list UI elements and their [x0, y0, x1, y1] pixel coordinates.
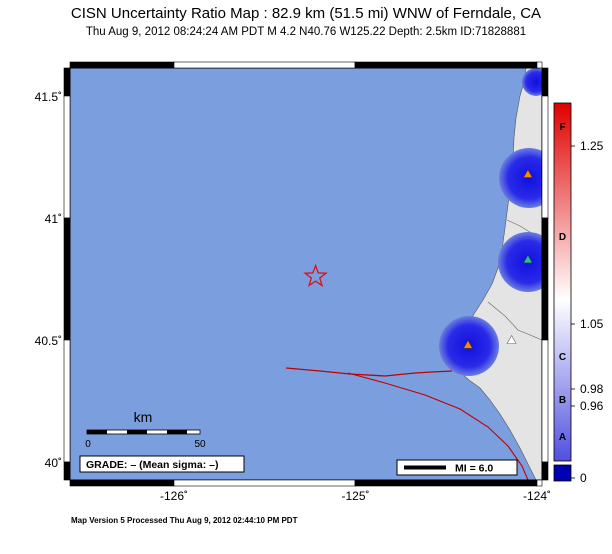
river-2 — [487, 301, 542, 341]
frame-segment-top — [354, 61, 538, 69]
frame-segment-top — [69, 61, 175, 69]
lon-tick-label: -124˚ — [523, 489, 551, 503]
station-triangle — [522, 254, 533, 264]
station-triangle — [506, 334, 517, 344]
colorbar-value: 1.25 — [580, 139, 604, 153]
map-area — [70, 68, 542, 480]
colorbar-letter: F — [559, 122, 565, 133]
fault-mendocino-2 — [347, 372, 529, 480]
epicenter-star — [303, 263, 328, 288]
frame-segment-right — [541, 217, 549, 341]
map-frame-ticks — [63, 61, 549, 487]
lat-tick-label: 41.5˚ — [35, 90, 62, 104]
colorbar-letter: B — [559, 395, 566, 406]
colorbar: F D C B A 1.25 1.05 0.98 0.96 0 — [553, 102, 604, 485]
colorbar-value: 0.98 — [580, 382, 604, 396]
frame-segment-right — [541, 339, 549, 463]
colorbar-letter: D — [559, 232, 566, 243]
scale-bar-start: 0 — [85, 439, 91, 450]
mi-box — [396, 459, 518, 476]
map-overlay — [303, 168, 533, 349]
colorbar-value: 0.96 — [580, 399, 604, 413]
colorbar-letter: C — [559, 352, 566, 363]
frame-segment-bottom — [536, 479, 543, 487]
scale-bar: km 0 50 — [85, 409, 206, 450]
mi-text: MI = 6.0 — [455, 463, 493, 475]
frame-segment-left — [63, 95, 71, 219]
station-coverage-north — [522, 68, 542, 96]
colorbar-value: 0 — [580, 471, 587, 485]
axis-labels: 41.5˚ 41˚ 40.5˚ 40˚ -126˚ -125˚ -124˚ — [35, 90, 551, 503]
frame-segment-left — [63, 461, 71, 481]
lon-tick-label: -125˚ — [341, 489, 369, 503]
station-coverage-1 — [499, 148, 542, 208]
lat-tick-label: 40˚ — [45, 456, 62, 470]
station-coverage-2 — [498, 232, 542, 292]
colorbar-gradient — [553, 102, 572, 462]
station-triangle — [463, 339, 474, 349]
frame-segment-right — [541, 95, 549, 219]
grade-box — [79, 455, 245, 473]
frame-segment-top — [536, 61, 543, 69]
lat-tick-label: 40.5˚ — [35, 334, 62, 348]
colorbar-swatch — [553, 464, 572, 482]
station-triangle — [522, 168, 533, 178]
frame-segment-right — [541, 67, 549, 97]
frame-segment-bottom — [173, 479, 356, 487]
grade-text: GRADE: – (Mean sigma: –) — [86, 459, 218, 471]
frame-segment-right — [541, 461, 549, 481]
frame-segment-top — [173, 61, 356, 69]
fault-mendocino — [285, 367, 453, 377]
scale-bar-label: km — [134, 409, 153, 425]
frame-segment-left — [63, 339, 71, 463]
map-footer: Map Version 5 Processed Thu Aug 9, 2012 … — [71, 516, 298, 525]
colorbar-value: 1.05 — [580, 317, 604, 331]
lat-tick-label: 41˚ — [45, 212, 62, 226]
frame-segment-left — [63, 217, 71, 341]
frame-segment-bottom — [354, 479, 538, 487]
scale-bar-end: 50 — [194, 439, 206, 450]
colorbar-letter: A — [559, 432, 566, 443]
lon-tick-label: -126˚ — [160, 489, 188, 503]
frame-segment-left — [63, 67, 71, 97]
map-subtitle: Thu Aug 9, 2012 08:24:24 AM PDT M 4.2 N4… — [85, 26, 527, 38]
frame-segment-bottom — [69, 479, 175, 487]
map-title: CISN Uncertainty Ratio Map : 82.9 km (51… — [70, 5, 542, 22]
